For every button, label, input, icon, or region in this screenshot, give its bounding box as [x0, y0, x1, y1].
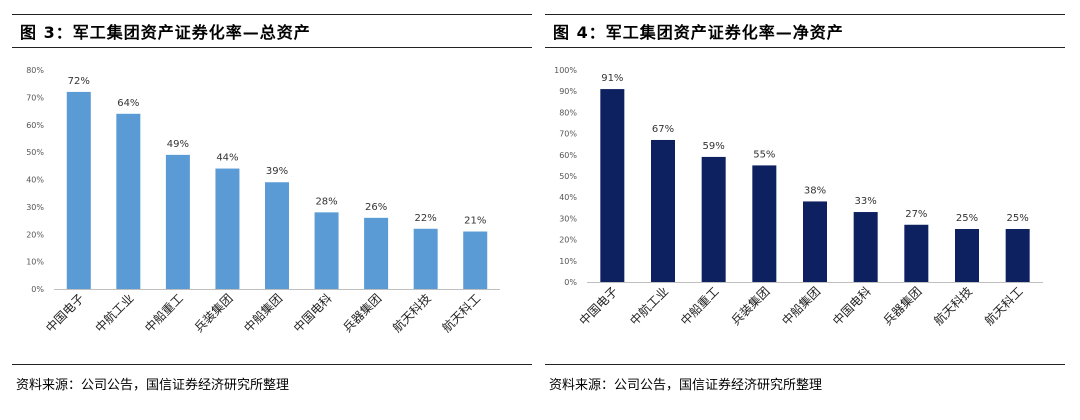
category-label: 中国电子	[576, 284, 621, 329]
category-label: 航天科技	[389, 291, 434, 336]
bar	[265, 182, 289, 289]
bar	[165, 154, 190, 289]
bar	[413, 228, 438, 289]
y-tick-label: 70%	[26, 93, 44, 102]
data-label: 25%	[1007, 213, 1029, 224]
category-label: 中航工业	[92, 291, 137, 336]
y-tick-label: 10%	[26, 258, 44, 267]
bar	[701, 156, 726, 282]
category-label: 兵器集团	[340, 291, 385, 336]
y-tick-label: 70%	[559, 130, 577, 139]
category-label: 中船重工	[677, 284, 722, 329]
category-label: 兵装集团	[728, 284, 773, 329]
source-note: 资料来源：公司公告，国信证券经济研究所整理	[549, 378, 823, 393]
category-label: 兵装集团	[191, 291, 236, 336]
data-label: 25%	[956, 213, 978, 224]
bar	[853, 212, 878, 282]
data-label: 39%	[266, 166, 288, 177]
category-label: 中船重工	[141, 291, 186, 336]
bar	[364, 217, 389, 289]
data-label: 28%	[315, 196, 337, 207]
bar	[463, 231, 488, 289]
category-label: 中船集团	[779, 284, 824, 329]
bar	[752, 165, 777, 282]
bar	[116, 113, 141, 289]
y-tick-label: 20%	[26, 230, 44, 239]
y-tick-label: 20%	[559, 236, 577, 245]
title-rule	[545, 47, 1065, 48]
y-tick-label: 0%	[31, 285, 44, 294]
y-tick-label: 50%	[559, 172, 577, 181]
bar	[1005, 229, 1030, 282]
bottom-rule	[545, 364, 1065, 365]
y-tick-label: 0%	[564, 278, 577, 287]
category-label: 兵器集团	[880, 284, 925, 329]
bar-chart-total-assets: 0% 10% 20% 30% 40% 50% 60% 70% 80% 72% 中国电子 64% 中航工业…	[26, 66, 500, 336]
data-label: 44%	[216, 153, 238, 164]
chart-panel-net-assets: 图 4：军工集团资产证券化率—净资产 0% 10% 20% 30% 40% 50% 60% 7…	[545, 0, 1065, 420]
y-tick-label: 50%	[26, 148, 44, 157]
panel-title: 图 4：军工集团资产证券化率—净资产	[553, 23, 844, 42]
y-tick-label: 40%	[26, 176, 44, 185]
bar	[955, 229, 979, 282]
bottom-rule	[12, 364, 532, 365]
data-label: 64%	[117, 98, 139, 109]
bar	[651, 139, 675, 282]
data-label: 67%	[652, 124, 674, 135]
category-label: 中国电科	[829, 284, 874, 329]
category-label: 中船集团	[241, 291, 286, 336]
y-tick-label: 80%	[559, 108, 577, 117]
bar	[803, 201, 827, 282]
panel-title: 图 3：军工集团资产证券化率—总资产	[20, 23, 311, 42]
data-label: 72%	[68, 76, 90, 87]
bar	[314, 212, 339, 289]
data-label: 22%	[415, 213, 437, 224]
y-tick-label: 10%	[559, 257, 577, 266]
bar	[600, 89, 625, 282]
y-tick-label: 90%	[559, 87, 577, 96]
title-rule	[12, 47, 532, 48]
y-tick-label: 30%	[26, 203, 44, 212]
data-label: 49%	[167, 139, 189, 150]
data-label: 55%	[753, 149, 775, 160]
data-label: 59%	[703, 141, 725, 152]
data-label: 91%	[601, 73, 623, 84]
y-tick-label: 100%	[554, 66, 577, 75]
y-tick-label: 30%	[559, 214, 577, 223]
data-label: 33%	[855, 196, 877, 207]
y-tick-label: 60%	[26, 121, 44, 130]
category-label: 航天科工	[439, 291, 484, 336]
top-rule	[545, 14, 1065, 15]
category-label: 中国电科	[290, 291, 335, 336]
bar	[215, 168, 240, 289]
y-tick-label: 80%	[26, 66, 44, 75]
bar	[904, 224, 929, 282]
y-tick-label: 60%	[559, 151, 577, 160]
top-rule	[12, 14, 532, 15]
data-label: 38%	[804, 185, 826, 196]
data-label: 27%	[905, 209, 927, 220]
y-tick-label: 40%	[559, 193, 577, 202]
category-label: 航天科工	[981, 284, 1026, 329]
bar	[66, 91, 91, 290]
category-label: 航天科技	[931, 284, 976, 329]
category-label: 中国电子	[42, 291, 87, 336]
category-label: 中航工业	[627, 284, 672, 329]
data-label: 21%	[464, 216, 486, 227]
bar-chart-net-assets: 0% 10% 20% 30% 40% 50% 60% 70% 80% 90% 100% 91% 中国电子…	[554, 66, 1043, 329]
source-note: 资料来源：公司公告，国信证券经济研究所整理	[16, 378, 290, 393]
chart-panel-total-assets: 图 3：军工集团资产证券化率—总资产 0% 10% 20% 30% 40% 50% 60% 7…	[12, 0, 532, 420]
data-label: 26%	[365, 202, 387, 213]
